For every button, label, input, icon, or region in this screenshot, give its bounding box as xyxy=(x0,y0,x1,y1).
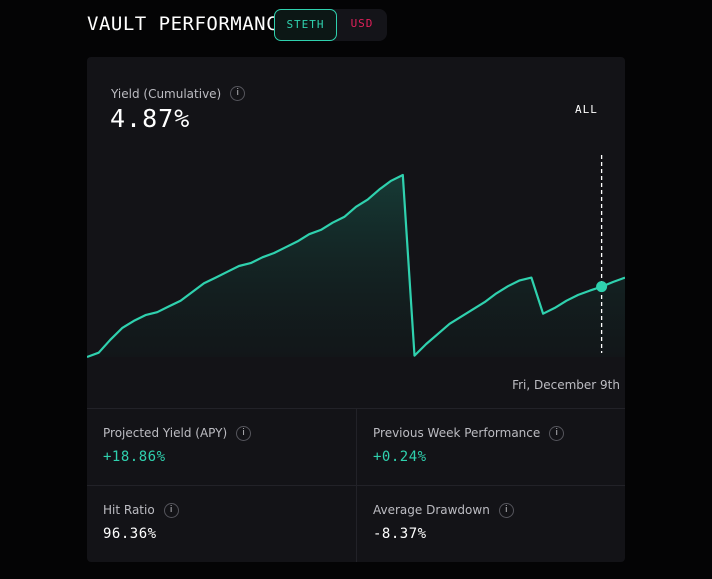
stat-label: Average Drawdown i xyxy=(373,503,514,518)
info-icon[interactable]: i xyxy=(236,426,252,441)
stat-value: +0.24% xyxy=(373,449,427,465)
stat-label: Previous Week Performance i xyxy=(373,426,565,441)
info-icon[interactable]: i xyxy=(549,426,565,441)
stat-value: +18.86% xyxy=(103,449,166,465)
yield-value: 4.87% xyxy=(110,104,191,133)
chart-area xyxy=(87,175,625,357)
stat-value: 96.36% xyxy=(103,526,157,542)
range-all-button[interactable]: ALL xyxy=(575,103,598,116)
stat-value: -8.37% xyxy=(373,526,427,542)
stat-projected-yield: Projected Yield (APY) i +18.86% xyxy=(103,426,252,465)
currency-toggle: STETH USD xyxy=(274,9,387,41)
stat-label: Hit Ratio i xyxy=(103,503,179,518)
stat-average-drawdown: Average Drawdown i -8.37% xyxy=(373,503,514,542)
stat-previous-week: Previous Week Performance i +0.24% xyxy=(373,426,565,465)
performance-card: Yield (Cumulative) i 4.87% ALL Fri, Decem… xyxy=(87,57,625,562)
toggle-steth-button[interactable]: STETH xyxy=(274,9,337,41)
stat-hit-ratio: Hit Ratio i 96.36% xyxy=(103,503,179,542)
info-icon[interactable]: i xyxy=(498,503,514,518)
chart-hover-date: Fri, December 9th xyxy=(512,378,620,392)
yield-label: Yield (Cumulative) xyxy=(111,87,222,101)
stat-label: Projected Yield (APY) i xyxy=(103,426,252,441)
page-title: VAULT PERFORMANCE xyxy=(87,13,290,35)
info-icon[interactable]: i xyxy=(230,86,246,101)
chart-series-line xyxy=(87,173,625,359)
info-icon[interactable]: i xyxy=(163,503,179,518)
divider xyxy=(356,408,357,562)
toggle-usd-button[interactable]: USD xyxy=(350,17,374,30)
yield-chart[interactable] xyxy=(87,57,625,377)
chart-hover-point xyxy=(596,281,608,293)
yield-label-row: Yield (Cumulative) i xyxy=(111,83,246,102)
